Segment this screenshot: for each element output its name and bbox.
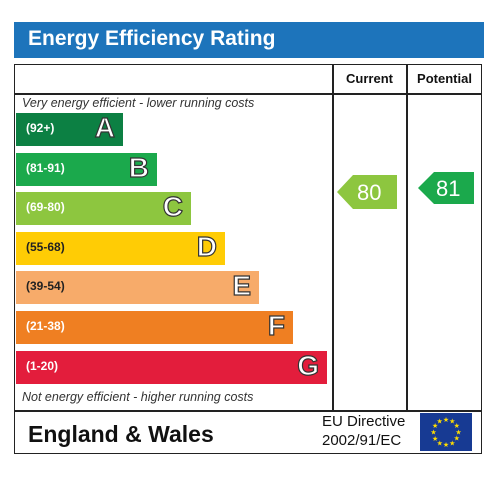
header-divider (14, 93, 482, 95)
band-range-label: (69-80) (26, 200, 65, 215)
band-g: (1-20) G (16, 349, 327, 384)
band-e: (39-54) E (16, 270, 259, 305)
eu-star-icon: ★ (437, 439, 443, 447)
eu-star-icon: ★ (449, 418, 455, 426)
band-letter: C (162, 191, 183, 223)
eu-star-icon: ★ (430, 429, 436, 437)
chart-title: Energy Efficiency Rating (28, 27, 276, 50)
band-c: (69-80) C (16, 191, 191, 226)
current-rating-value: 80 (357, 180, 382, 205)
band-d: (55-68) D (16, 230, 225, 265)
band-letter: A (94, 111, 115, 143)
eu-star-icon: ★ (443, 441, 449, 449)
band-range-label: (81-91) (26, 160, 65, 175)
bottom-note: Not energy efficient - higher running co… (22, 390, 254, 404)
eu-star-icon: ★ (454, 422, 460, 430)
eu-star-icon: ★ (443, 416, 449, 424)
top-note: Very energy efficient - lower running co… (22, 96, 255, 110)
band-range-label: (92+) (26, 121, 55, 135)
current-rating-arrow (337, 175, 397, 209)
eu-star-icon: ★ (454, 435, 460, 443)
eu-star-icon: ★ (437, 418, 443, 426)
band-f: (21-38) F (16, 309, 293, 344)
potential-rating-arrow (418, 172, 474, 204)
eu-directive-number: 2002/91/EC (322, 432, 402, 449)
band-range-label: (1-20) (26, 358, 59, 373)
band-b: (81-91) B (16, 151, 157, 186)
band-letter: G (297, 349, 320, 381)
band-a: (92+) A (16, 111, 123, 146)
eu-flag-icon: ★ ★ ★ ★ ★ ★ ★ ★ ★ ★ ★ ★ (420, 413, 472, 451)
country-label: England & Wales (28, 421, 214, 447)
eu-directive-label: EU Directive (322, 413, 406, 430)
eu-star-icon: ★ (432, 435, 438, 443)
column-divider-current (332, 64, 334, 411)
column-divider-potential (406, 64, 408, 411)
band-letter: D (196, 230, 217, 262)
rating-table (14, 64, 482, 454)
eu-star-icon: ★ (432, 422, 438, 430)
band-letter: E (232, 270, 252, 302)
band-letter: B (128, 151, 149, 183)
eu-star-icon: ★ (449, 439, 455, 447)
potential-rating-value: 81 (436, 176, 461, 201)
current-column-header: Current (346, 71, 393, 86)
band-range-label: (39-54) (26, 279, 65, 294)
band-range-label: (21-38) (26, 319, 65, 333)
header-bar: Energy Efficiency Rating (14, 22, 484, 58)
eu-star-icon: ★ (455, 429, 461, 437)
footer-divider (14, 410, 482, 412)
band-letter: F (267, 309, 285, 341)
potential-column-header: Potential (417, 71, 472, 86)
band-range-label: (55-68) (26, 239, 65, 254)
